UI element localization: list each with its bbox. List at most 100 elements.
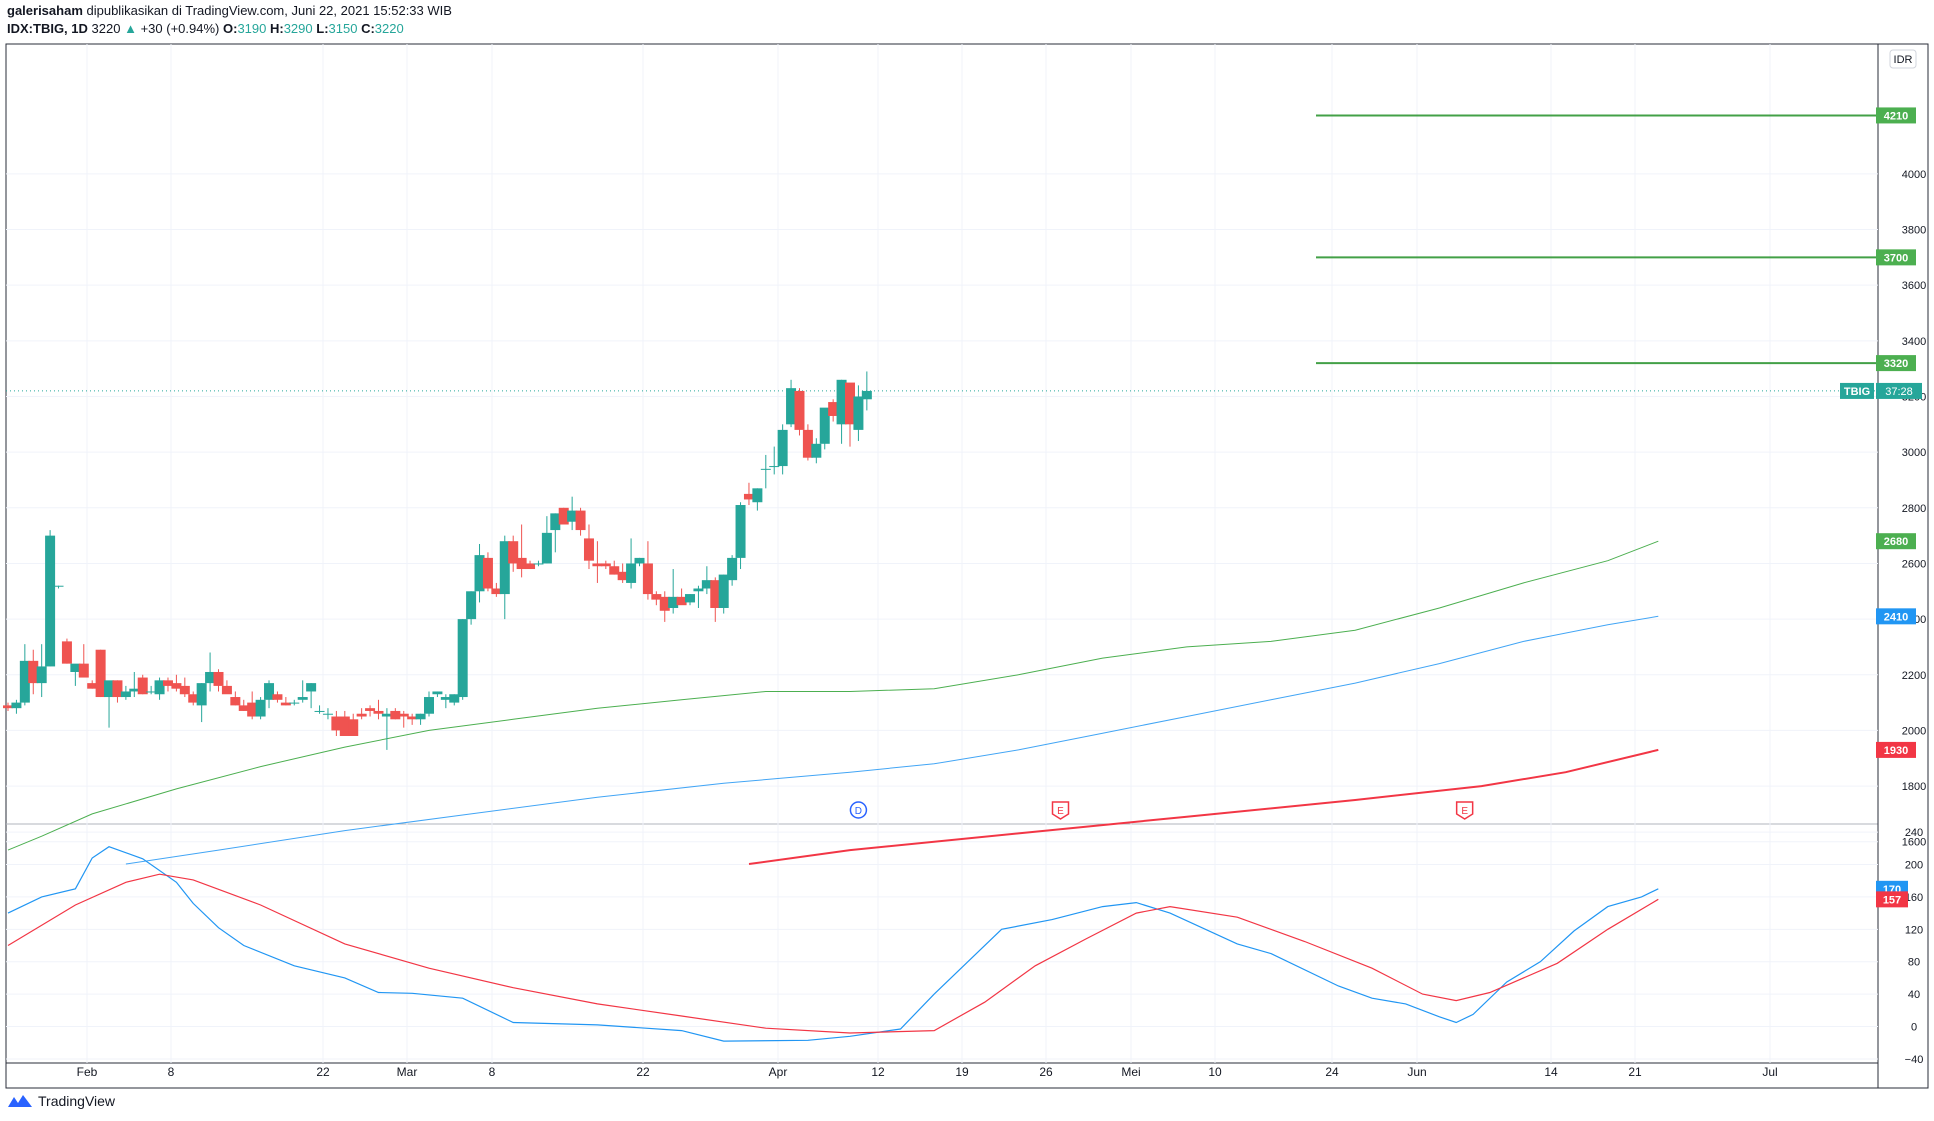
candle[interactable] <box>567 496 578 531</box>
candle[interactable] <box>642 541 653 600</box>
candle[interactable] <box>861 371 872 411</box>
candle[interactable] <box>482 552 493 592</box>
candle[interactable] <box>533 560 544 567</box>
oscillator-pane[interactable] <box>7 846 1659 1042</box>
candle[interactable] <box>280 697 291 706</box>
candle[interactable] <box>609 560 620 575</box>
candle[interactable] <box>213 669 224 692</box>
candle[interactable] <box>238 699 249 711</box>
dividend-marker-icon[interactable]: D <box>849 801 868 819</box>
candle[interactable] <box>575 507 586 536</box>
candle[interactable] <box>743 482 754 506</box>
candle[interactable] <box>390 708 401 720</box>
candle[interactable] <box>339 710 350 736</box>
candle[interactable] <box>836 379 847 444</box>
currency-badge[interactable]: IDR <box>1889 49 1917 69</box>
candle[interactable] <box>794 388 805 436</box>
candle[interactable] <box>769 446 780 475</box>
candle[interactable] <box>322 708 333 720</box>
candle[interactable] <box>752 488 763 511</box>
candle[interactable] <box>845 382 855 447</box>
candle[interactable] <box>154 677 165 700</box>
candle[interactable] <box>28 649 39 695</box>
candle[interactable] <box>466 591 477 625</box>
candle[interactable] <box>592 541 603 583</box>
candle[interactable] <box>264 680 275 709</box>
candle[interactable] <box>853 385 864 442</box>
candle[interactable] <box>188 691 199 706</box>
candle[interactable] <box>78 644 89 678</box>
candle[interactable] <box>365 705 376 717</box>
candle[interactable] <box>36 644 47 698</box>
candle[interactable] <box>137 674 148 695</box>
candle[interactable] <box>508 535 519 572</box>
candle[interactable] <box>230 691 241 706</box>
candle[interactable] <box>685 594 696 606</box>
candle[interactable] <box>61 638 72 664</box>
candle[interactable] <box>415 713 426 725</box>
candle[interactable] <box>70 663 81 686</box>
candle[interactable] <box>432 691 443 698</box>
candle[interactable] <box>53 585 64 589</box>
candle[interactable] <box>760 454 771 489</box>
candle[interactable] <box>659 591 670 622</box>
candle[interactable] <box>499 535 510 620</box>
candle[interactable] <box>550 513 561 553</box>
candle[interactable] <box>171 674 182 692</box>
candle[interactable] <box>777 424 788 475</box>
candle[interactable] <box>247 691 258 720</box>
candle[interactable] <box>634 557 645 567</box>
candle[interactable] <box>457 619 468 700</box>
candle[interactable] <box>306 683 317 709</box>
candle[interactable] <box>289 699 300 706</box>
candle[interactable] <box>179 677 190 698</box>
candle[interactable] <box>718 574 729 614</box>
candle[interactable] <box>617 563 628 583</box>
candle[interactable] <box>120 685 131 700</box>
candle[interactable] <box>491 582 502 597</box>
candle[interactable] <box>398 710 409 728</box>
candle[interactable] <box>348 713 359 736</box>
candle[interactable] <box>314 705 325 714</box>
candle[interactable] <box>525 560 536 570</box>
candle[interactable] <box>819 407 830 450</box>
candle[interactable] <box>3 702 13 711</box>
candle[interactable] <box>651 591 662 606</box>
tradingview-brand[interactable]: TradingView <box>7 1093 115 1109</box>
author-name[interactable]: galerisaham <box>7 3 83 18</box>
candle[interactable] <box>146 685 157 695</box>
candle[interactable] <box>727 555 738 586</box>
candle[interactable] <box>828 399 839 422</box>
candle[interactable] <box>440 694 451 709</box>
candle[interactable] <box>802 424 813 461</box>
candle[interactable] <box>600 560 611 570</box>
candle[interactable] <box>255 697 266 720</box>
candle[interactable] <box>11 699 22 714</box>
symbol-label[interactable]: IDX:TBIG, 1D <box>7 21 88 36</box>
candle[interactable] <box>424 691 434 717</box>
candle[interactable] <box>676 588 687 606</box>
candle[interactable] <box>19 644 30 706</box>
candle[interactable] <box>45 530 56 667</box>
candle[interactable] <box>373 699 384 720</box>
candle[interactable] <box>129 671 140 698</box>
candle[interactable] <box>449 694 460 706</box>
candle[interactable] <box>381 708 392 750</box>
candle[interactable] <box>786 379 797 428</box>
earnings-marker-icon[interactable]: E <box>1051 801 1070 820</box>
candle[interactable] <box>710 577 721 622</box>
earnings-marker-icon[interactable]: E <box>1455 801 1474 820</box>
candle[interactable] <box>668 569 679 614</box>
candle[interactable] <box>87 680 98 689</box>
candle[interactable] <box>272 691 283 703</box>
candle[interactable] <box>541 516 552 564</box>
candle[interactable] <box>331 710 342 736</box>
candle[interactable] <box>583 524 594 570</box>
candle[interactable] <box>297 680 308 703</box>
candle[interactable] <box>701 566 712 595</box>
candle[interactable] <box>221 680 232 695</box>
candle[interactable] <box>95 649 106 698</box>
candle[interactable] <box>196 683 207 723</box>
candle[interactable] <box>104 680 115 728</box>
